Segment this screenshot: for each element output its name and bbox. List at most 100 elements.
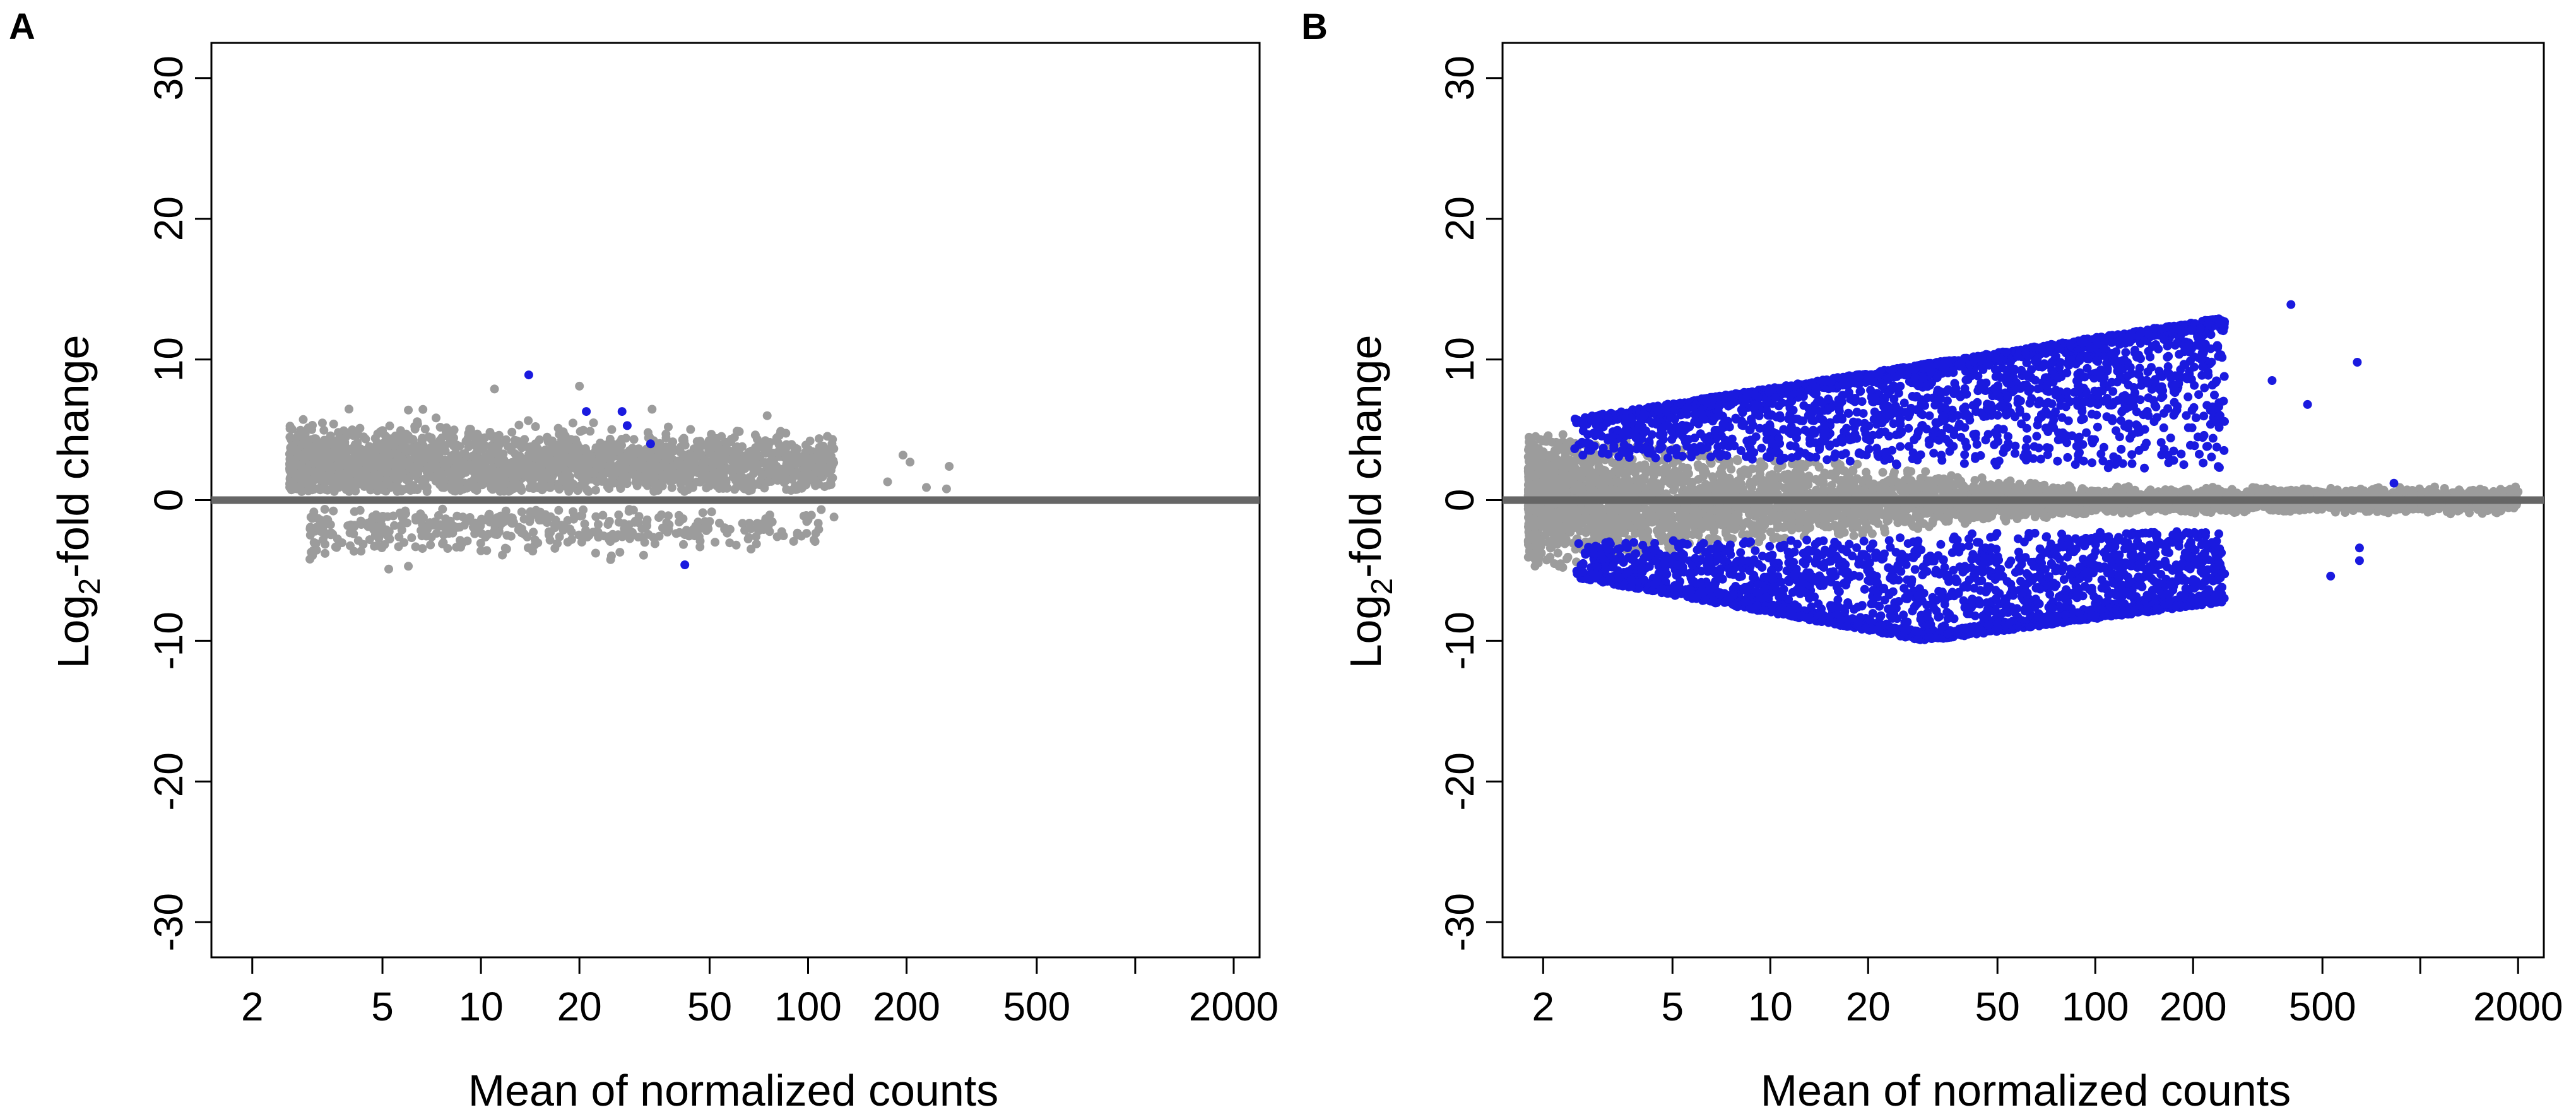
panel-label-a: A [9,6,35,47]
x-tick-label: 5 [371,984,394,1029]
nonsignificant-point [404,562,413,571]
x-tick-label: 10 [459,984,504,1029]
nonsignificant-point [297,478,307,487]
nonsignificant-point [410,422,420,431]
nonsignificant-point [818,450,828,459]
x-tick-label: 2000 [2473,984,2563,1029]
nonsignificant-point [422,482,432,492]
nonsignificant-point [354,450,363,459]
nonsignificant-point [501,506,511,516]
nonsignificant-point [456,536,465,545]
nonsignificant-point [311,539,321,548]
nonsignificant-point [642,515,652,524]
nonsignificant-point [690,531,699,541]
nonsignificant-point [333,462,342,471]
nonsignificant-point [922,483,931,492]
nonsignificant-point [822,463,831,473]
nonsignificant-point [462,466,471,475]
nonsignificant-point [396,426,405,435]
nonsignificant-point [566,483,575,493]
nonsignificant-point [781,472,790,482]
nonsignificant-point [673,460,682,470]
nonsignificant-point [533,483,543,492]
nonsignificant-point [439,483,449,492]
nonsignificant-point [764,477,773,487]
nonsignificant-point [533,538,543,548]
nonsignificant-point [694,524,703,533]
nonsignificant-point [584,466,593,475]
nonsignificant-point [618,475,627,484]
x-tick-label: 100 [2062,984,2129,1029]
nonsignificant-point [404,405,413,415]
y-tick-label: 30 [1437,56,1482,100]
nonsignificant-point [945,462,954,471]
nonsignificant-point [550,523,560,533]
nonsignificant-point [484,511,493,520]
nonsignificant-point [289,469,298,478]
nonsignificant-point [350,442,359,451]
nonsignificant-point [555,430,564,439]
nonsignificant-point [373,429,382,439]
nonsignificant-point [315,463,324,472]
x-tick-label: 20 [557,984,602,1029]
nonsignificant-point [502,531,512,540]
nonsignificant-point [883,477,892,487]
nonsignificant-point [605,434,615,444]
nonsignificant-point [511,449,519,458]
nonsignificant-point [500,543,510,553]
nonsignificant-point [502,435,511,444]
nonsignificant-point [765,438,774,447]
nonsignificant-point [422,468,432,477]
nonsignificant-point [607,450,617,459]
nonsignificant-point [332,543,341,552]
nonsignificant-point [755,440,765,449]
nonsignificant-point [581,531,590,540]
nonsignificant-point [412,442,422,452]
nonsignificant-point [544,456,553,466]
nonsignificant-point [322,449,331,458]
nonsignificant-point [589,418,598,427]
nonsignificant-point [343,463,353,473]
x-tick-label: 500 [2289,984,2356,1029]
nonsignificant-point [829,512,839,522]
nonsignificant-point [745,448,754,458]
nonsignificant-point [287,459,297,468]
nonsignificant-point [752,480,762,489]
nonsignificant-point [581,477,590,487]
nonsignificant-point [305,475,314,485]
x-tick-label: 50 [687,984,732,1029]
nonsignificant-point [350,507,359,516]
nonsignificant-point [463,483,472,493]
nonsignificant-point [1631,529,1640,538]
nonsignificant-point [531,422,540,431]
nonsignificant-point [444,529,454,538]
nonsignificant-point [786,440,795,450]
nonsignificant-point [571,435,581,445]
nonsignificant-point [1553,548,1563,558]
nonsignificant-point [459,521,469,530]
x-tick-label: 2000 [1189,984,1279,1029]
y-tick-label: 20 [1437,196,1482,241]
nonsignificant-point [704,524,713,533]
nonsignificant-point [427,451,436,461]
nonsignificant-point [348,425,357,435]
nonsignificant-point [471,441,480,451]
nonsignificant-point [524,416,533,425]
nonsignificant-point [385,421,394,430]
nonsignificant-point [765,527,774,536]
nonsignificant-point [731,442,741,452]
nonsignificant-point [519,514,529,524]
nonsignificant-point [434,446,444,456]
nonsignificant-point [326,520,335,529]
nonsignificant-point [661,434,671,442]
nonsignificant-point [650,459,659,469]
nonsignificant-point [452,453,461,462]
nonsignificant-point [559,448,569,458]
nonsignificant-point [411,513,420,523]
nonsignificant-point [487,475,496,484]
nonsignificant-point [389,441,399,451]
nonsignificant-point [721,466,731,475]
nonsignificant-point [394,451,403,461]
y-tick-label: -20 [146,752,191,811]
